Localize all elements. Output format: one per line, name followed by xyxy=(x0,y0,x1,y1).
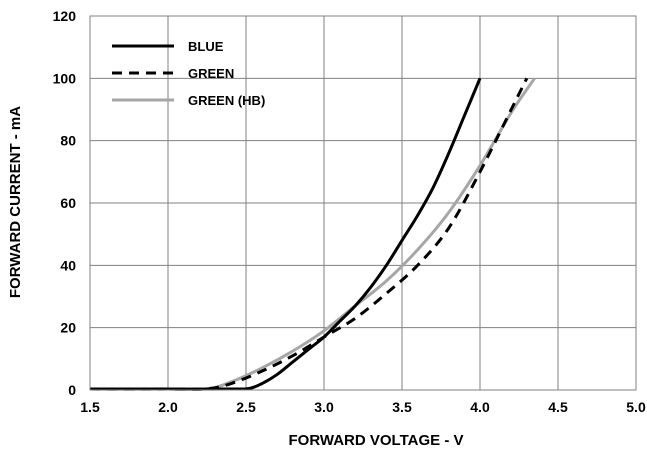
y-axis-title: FORWARD CURRENT - mA xyxy=(7,106,24,298)
x-tick-label: 2.5 xyxy=(236,399,256,415)
y-tick-label: 80 xyxy=(60,133,76,149)
y-tick-label: 20 xyxy=(60,320,76,336)
series-layer xyxy=(89,77,536,391)
legend-label: GREEN xyxy=(188,66,234,81)
y-tick-label: 60 xyxy=(60,195,76,211)
y-tick-label: 0 xyxy=(68,382,76,398)
legend-label: BLUE xyxy=(188,39,224,54)
x-axis-title: FORWARD VOLTAGE - V xyxy=(289,432,464,449)
legend: BLUE GREEN GREEN (HB) xyxy=(112,39,265,108)
x-tick-label: 1.5 xyxy=(80,399,100,415)
x-tick-label: 3.0 xyxy=(314,399,334,415)
y-tick-label: 100 xyxy=(53,70,77,86)
x-tick-label: 4.5 xyxy=(548,399,568,415)
x-axis-ticks: 1.5 2.0 2.5 3.0 3.5 4.0 4.5 5.0 xyxy=(80,399,646,415)
series-line-blue xyxy=(89,77,482,391)
plot-frame xyxy=(89,15,637,391)
x-tick-label: 3.5 xyxy=(392,399,412,415)
series-line-green-hb xyxy=(89,77,536,391)
y-axis-ticks: 0 20 40 60 80 100 120 xyxy=(53,8,77,398)
x-tick-label: 4.0 xyxy=(470,399,490,415)
y-tick-label: 40 xyxy=(60,257,76,273)
y-tick-label: 120 xyxy=(53,8,77,24)
legend-label: GREEN (HB) xyxy=(188,93,265,108)
x-tick-label: 5.0 xyxy=(626,399,646,415)
x-tick-label: 2.0 xyxy=(158,399,178,415)
